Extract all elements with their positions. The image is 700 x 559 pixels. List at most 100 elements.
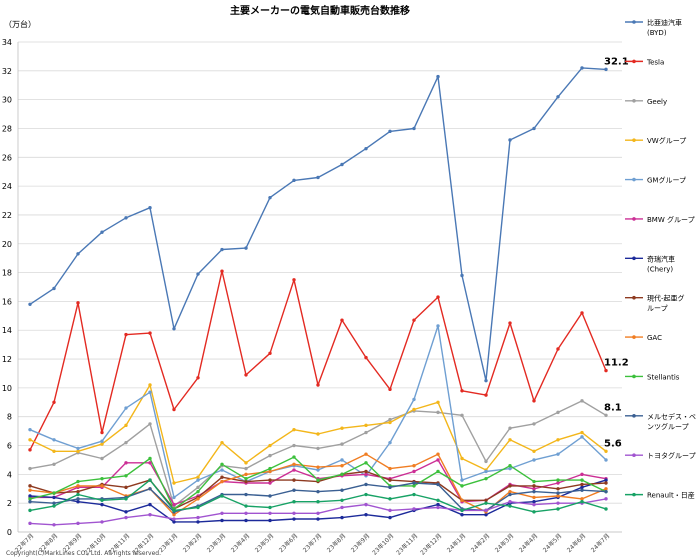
data-point bbox=[268, 481, 272, 485]
data-point bbox=[412, 492, 416, 497]
data-point bbox=[604, 507, 608, 511]
legend-label-line2: ンツグループ bbox=[647, 422, 689, 431]
data-point bbox=[364, 502, 368, 507]
data-point bbox=[124, 461, 128, 465]
data-point bbox=[268, 443, 272, 448]
data-point bbox=[532, 495, 536, 500]
data-point bbox=[340, 515, 344, 520]
data-point bbox=[556, 438, 560, 442]
data-point bbox=[556, 494, 560, 498]
legend-label: トヨタグループ bbox=[647, 451, 696, 460]
data-point bbox=[580, 66, 584, 70]
data-point bbox=[172, 481, 176, 485]
legend-swatch-marker bbox=[632, 138, 636, 142]
data-point bbox=[604, 478, 608, 482]
legend-label: 比亜迪汽車 bbox=[647, 18, 682, 27]
data-point bbox=[28, 484, 32, 488]
y-tick-label: 6 bbox=[7, 442, 12, 451]
y-tick-label: 16 bbox=[2, 297, 12, 306]
data-point bbox=[292, 455, 296, 459]
data-point bbox=[76, 500, 80, 504]
data-point bbox=[340, 464, 344, 468]
data-point bbox=[196, 497, 200, 501]
x-tick-label: 24年1月 bbox=[445, 532, 467, 554]
data-point bbox=[460, 513, 464, 517]
data-point bbox=[436, 400, 440, 404]
x-tick-label: 23年9月 bbox=[349, 532, 371, 554]
data-point bbox=[580, 488, 584, 492]
series-markers bbox=[28, 66, 608, 527]
data-point bbox=[196, 515, 200, 520]
data-point bbox=[292, 517, 296, 521]
y-tick-label: 20 bbox=[2, 240, 12, 249]
legend-swatch-marker bbox=[632, 492, 636, 497]
data-point bbox=[580, 311, 584, 315]
data-point bbox=[556, 478, 560, 482]
data-point bbox=[412, 397, 416, 402]
legend-swatch-marker bbox=[632, 177, 636, 182]
data-point bbox=[388, 129, 392, 134]
data-point bbox=[244, 504, 248, 508]
data-point bbox=[244, 476, 248, 481]
data-point bbox=[220, 269, 224, 273]
y-tick-label: 30 bbox=[2, 96, 12, 105]
data-point bbox=[436, 295, 440, 299]
chart-title: 主要メーカーの電気自動車販売台数推移 bbox=[230, 4, 410, 17]
y-tick-label: 10 bbox=[2, 384, 12, 393]
data-point bbox=[412, 407, 416, 412]
data-point bbox=[460, 498, 464, 502]
legend-label-line2: ループ bbox=[647, 305, 668, 313]
data-point bbox=[460, 478, 464, 482]
data-point bbox=[340, 162, 344, 167]
data-point bbox=[28, 500, 32, 504]
data-point bbox=[508, 438, 512, 442]
data-point bbox=[604, 497, 608, 501]
data-point bbox=[412, 126, 416, 131]
data-point bbox=[388, 515, 392, 520]
data-point bbox=[436, 324, 440, 328]
series-lines bbox=[29, 67, 607, 526]
data-point bbox=[52, 462, 56, 466]
data-point bbox=[172, 502, 176, 507]
legend-label: 奇瑞汽車 bbox=[647, 254, 675, 263]
data-point bbox=[580, 472, 584, 477]
data-point bbox=[364, 430, 368, 435]
data-point bbox=[508, 489, 512, 494]
data-point bbox=[28, 497, 32, 501]
data-point bbox=[124, 423, 128, 428]
data-point bbox=[28, 448, 32, 452]
data-point bbox=[172, 520, 176, 524]
data-point bbox=[76, 497, 80, 501]
data-point bbox=[124, 474, 128, 478]
data-point bbox=[52, 400, 56, 404]
data-point bbox=[220, 479, 224, 484]
x-tick-label: 24年4月 bbox=[517, 532, 539, 554]
data-point bbox=[76, 521, 80, 526]
data-point bbox=[436, 410, 440, 415]
data-point bbox=[220, 462, 224, 466]
data-point bbox=[292, 478, 296, 482]
y-tick-label: 0 bbox=[7, 528, 12, 537]
data-point bbox=[604, 368, 608, 373]
data-point bbox=[604, 458, 608, 462]
x-tick-label: 24年5月 bbox=[541, 532, 563, 554]
x-tick-label: 23年10月 bbox=[370, 532, 395, 557]
data-point bbox=[580, 482, 584, 487]
data-point bbox=[364, 452, 368, 456]
legend-label: Stellantis bbox=[647, 373, 680, 381]
data-point bbox=[52, 491, 56, 495]
data-point bbox=[412, 464, 416, 468]
data-point bbox=[220, 247, 224, 252]
data-point bbox=[508, 484, 512, 488]
data-point bbox=[604, 413, 608, 417]
data-point bbox=[556, 95, 560, 99]
data-point bbox=[388, 508, 392, 513]
data-point bbox=[268, 453, 272, 458]
data-point bbox=[316, 468, 320, 472]
legend-label: BMW グループ bbox=[647, 215, 695, 224]
data-point bbox=[148, 513, 152, 517]
legend: 比亜迪汽車 (BYD) Tesla Geely VWグループ GMグループ BMW グループ… bbox=[625, 18, 696, 500]
data-point bbox=[244, 479, 248, 484]
